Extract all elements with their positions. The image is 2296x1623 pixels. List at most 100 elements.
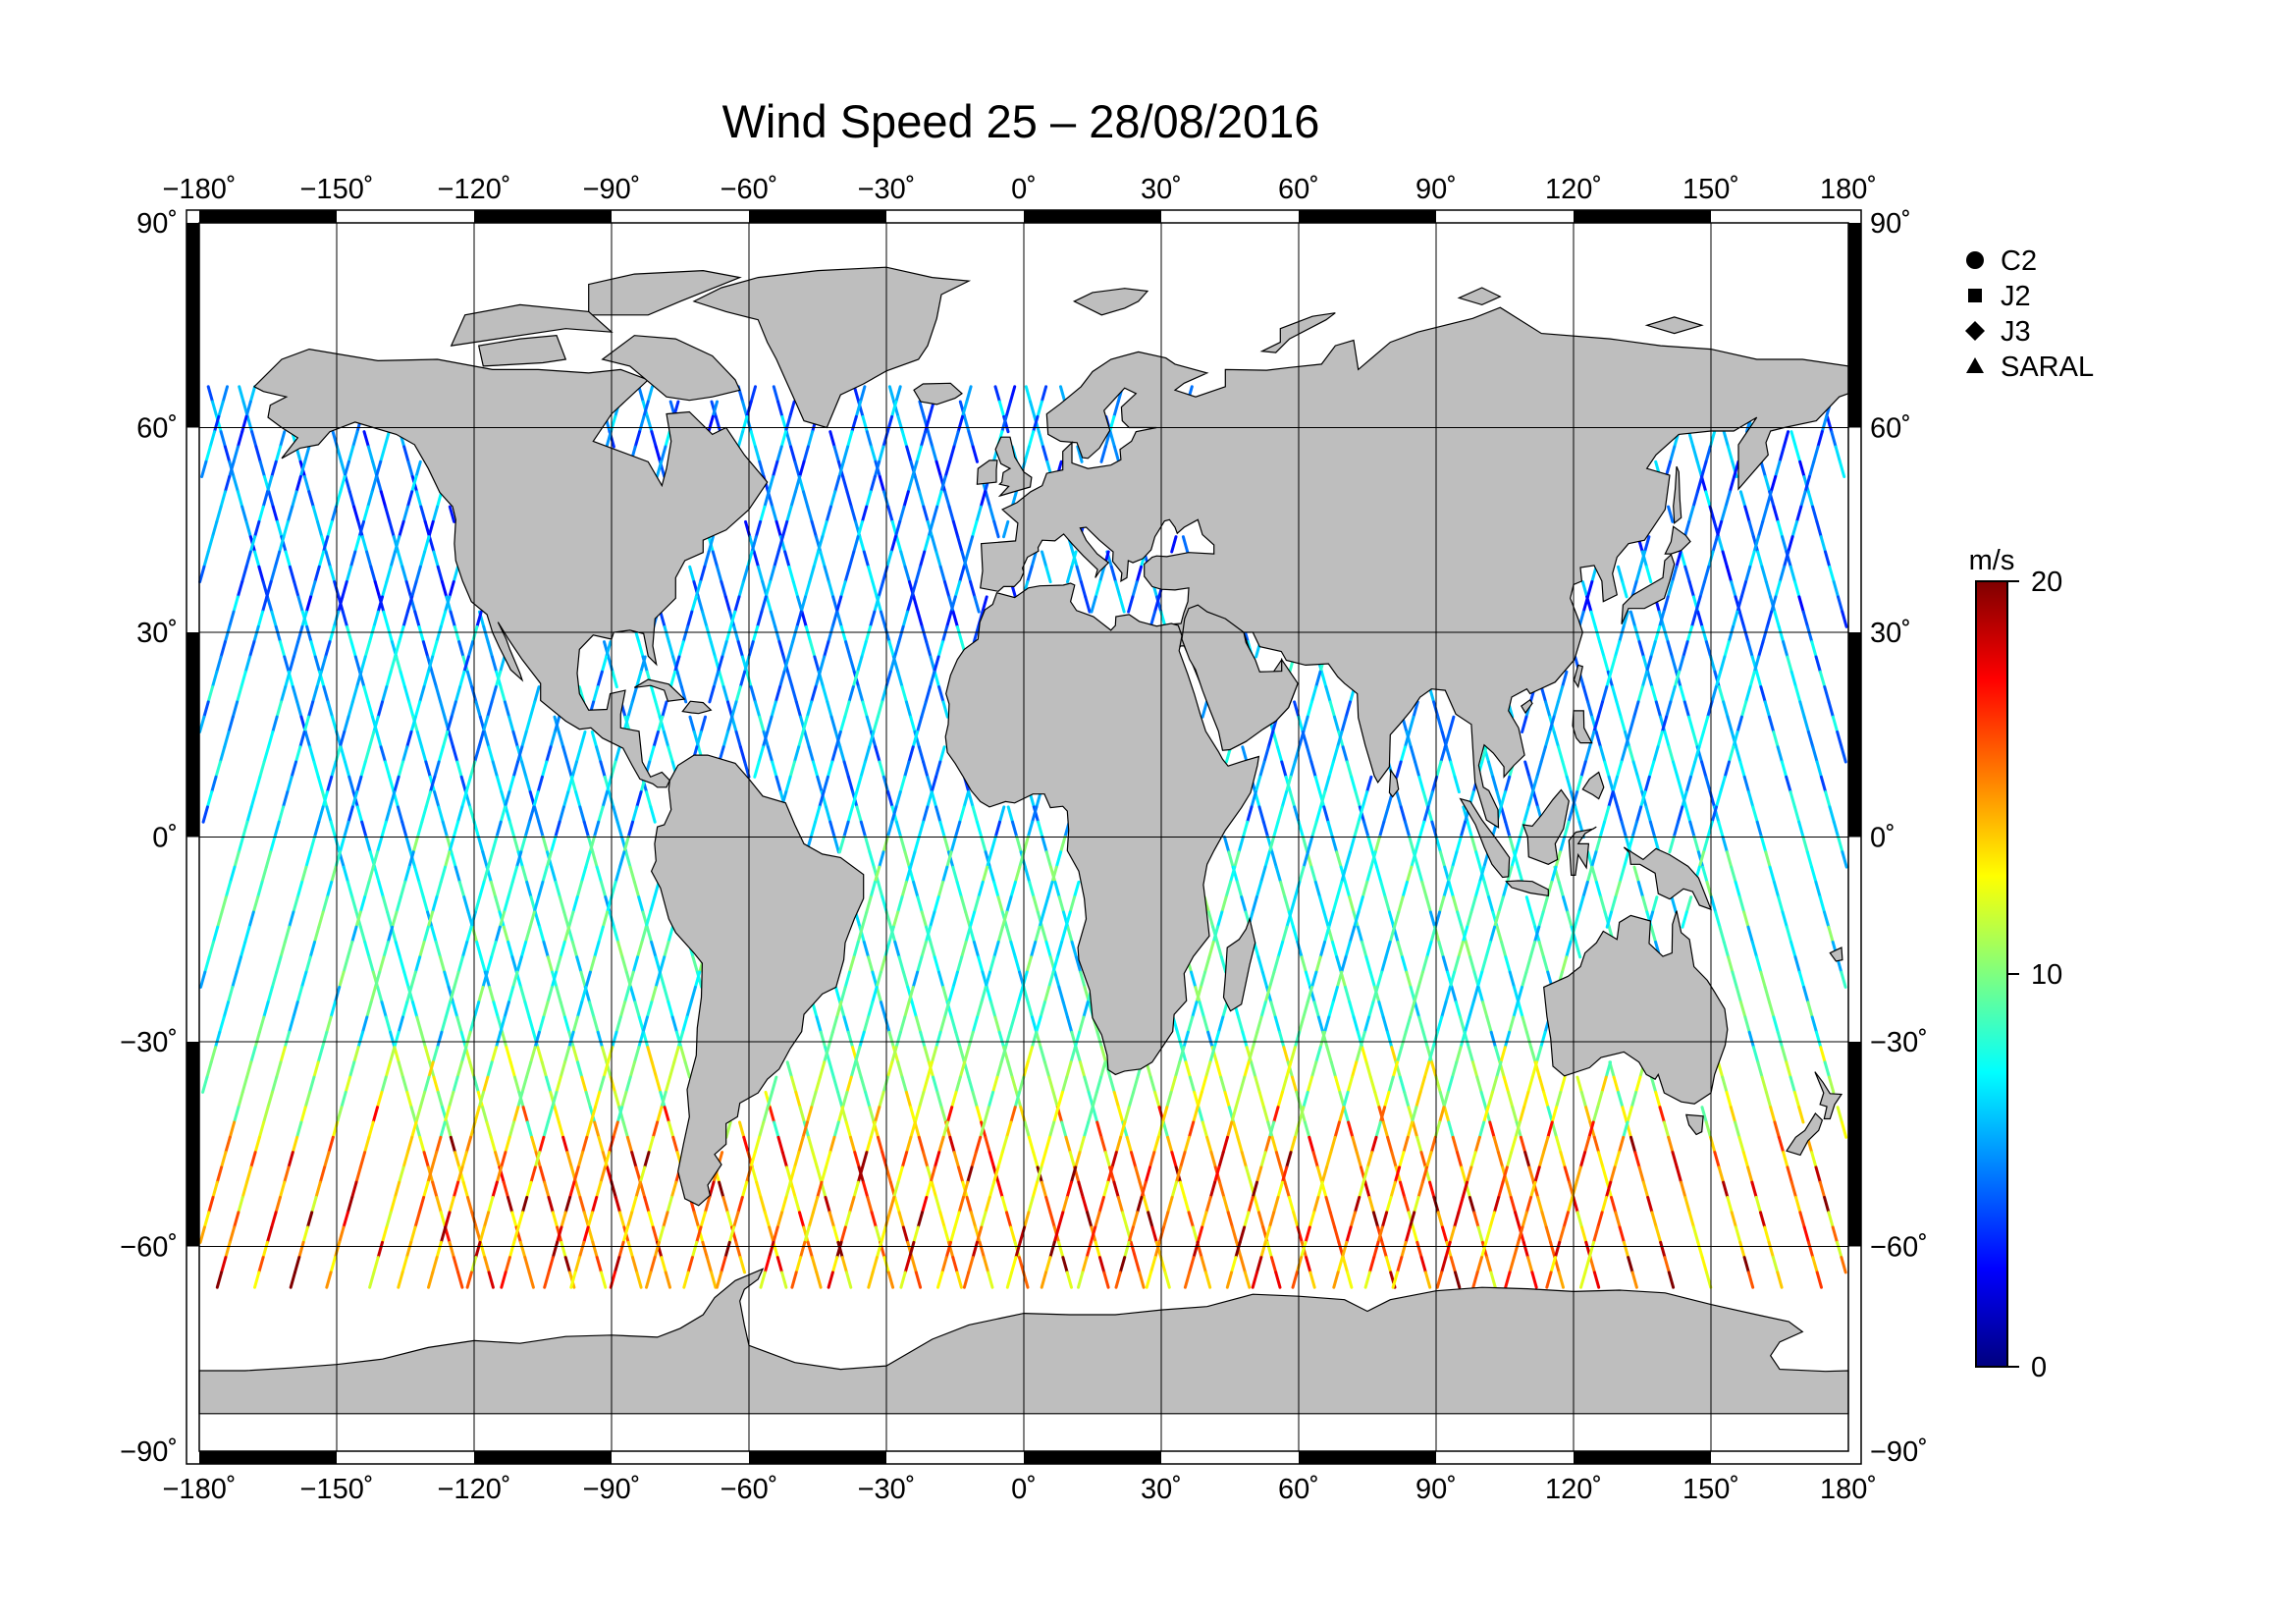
track-segment <box>1380 955 1388 974</box>
track-segment <box>587 1225 595 1244</box>
track-segment <box>624 1075 632 1094</box>
track-segment <box>1780 760 1789 779</box>
track-segment <box>774 685 782 704</box>
track-segment <box>270 610 278 628</box>
track-segment <box>431 1256 439 1274</box>
track-segment <box>1721 1075 1729 1094</box>
track-segment <box>1026 1046 1034 1064</box>
track-segment <box>507 1196 514 1215</box>
track-segment <box>897 624 905 644</box>
track-segment <box>1566 910 1574 929</box>
track-segment <box>925 640 933 659</box>
track-segment <box>630 1151 638 1169</box>
track-segment <box>1238 1075 1247 1094</box>
track-segment <box>381 685 389 704</box>
track-segment <box>1747 790 1755 809</box>
frame-band-bottom <box>199 1451 337 1464</box>
track-segment <box>1283 895 1291 914</box>
track-segment <box>856 925 864 944</box>
track-segment <box>1698 580 1706 599</box>
track-segment <box>468 805 476 824</box>
track-segment <box>846 805 854 824</box>
track-segment <box>1276 1180 1284 1199</box>
track-segment <box>1192 1225 1200 1244</box>
track-segment <box>1569 925 1576 944</box>
track-segment <box>859 760 867 779</box>
track-segment <box>1646 1196 1654 1215</box>
track-segment <box>1473 880 1481 899</box>
track-segment <box>455 1060 463 1079</box>
track-segment <box>508 1060 516 1079</box>
track-segment <box>430 925 438 944</box>
track-segment <box>995 1060 1003 1079</box>
track-segment <box>1461 1180 1468 1199</box>
track-segment <box>1375 865 1383 884</box>
track-segment <box>1761 505 1769 523</box>
track-segment <box>617 1240 625 1260</box>
track-segment <box>527 1271 535 1289</box>
track-segment <box>898 505 906 523</box>
track-segment <box>479 955 487 974</box>
track-segment <box>865 490 873 509</box>
track-segment <box>565 1151 573 1169</box>
track-segment <box>641 1015 649 1034</box>
track-segment <box>889 535 897 554</box>
track-segment <box>519 941 528 959</box>
track-segment <box>499 655 507 674</box>
track-segment <box>1201 1120 1209 1139</box>
track-segment <box>1110 1151 1118 1169</box>
track-segment <box>1573 910 1581 929</box>
track-segment <box>1099 1060 1107 1079</box>
track-segment <box>452 565 459 584</box>
track-segment <box>503 700 511 719</box>
track-segment <box>1041 925 1048 944</box>
track-segment <box>1658 1106 1666 1124</box>
track-segment <box>1439 850 1447 869</box>
track-segment <box>428 535 436 554</box>
track-segment <box>808 565 816 584</box>
track-segment <box>1027 1196 1035 1215</box>
track-segment <box>1537 1075 1546 1094</box>
track-segment <box>1240 1151 1248 1169</box>
track-segment <box>1521 715 1528 733</box>
track-segment <box>1336 730 1344 749</box>
track-segment <box>612 1120 619 1139</box>
track-segment <box>795 610 803 628</box>
track-segment <box>780 1271 788 1289</box>
track-segment <box>267 730 275 749</box>
track-segment <box>966 535 975 554</box>
track-segment <box>1457 1196 1465 1215</box>
track-segment <box>1320 1165 1328 1184</box>
track-segment <box>816 535 825 554</box>
track-segment <box>1739 1001 1747 1019</box>
track-segment <box>1542 1090 1550 1109</box>
track-segment <box>435 1135 443 1155</box>
track-segment <box>536 1046 544 1064</box>
track-segment <box>1526 1075 1534 1094</box>
track-segment <box>771 760 778 779</box>
track-segment <box>453 624 461 644</box>
track-segment <box>1730 865 1737 884</box>
track-segment <box>845 1271 853 1289</box>
track-segment <box>614 745 621 764</box>
track-segment <box>1517 1001 1524 1019</box>
track-segment <box>1737 1135 1745 1155</box>
track-segment <box>1505 1180 1513 1199</box>
track-segment <box>271 505 279 523</box>
land-great-britain <box>994 436 1033 498</box>
track-segment <box>721 730 729 749</box>
track-segment <box>822 685 829 704</box>
track-segment <box>1748 550 1756 568</box>
track-segment <box>880 1001 887 1019</box>
track-segment <box>1203 1271 1212 1289</box>
track-segment <box>605 430 613 449</box>
track-segment <box>1586 700 1594 719</box>
track-segment <box>589 1106 597 1124</box>
track-segment <box>1300 1240 1308 1260</box>
track-segment <box>1486 1090 1494 1109</box>
track-segment <box>962 790 970 809</box>
track-segment <box>1727 955 1735 974</box>
track-segment <box>1365 1151 1374 1169</box>
track-segment <box>567 910 575 929</box>
track-segment <box>1109 565 1118 584</box>
